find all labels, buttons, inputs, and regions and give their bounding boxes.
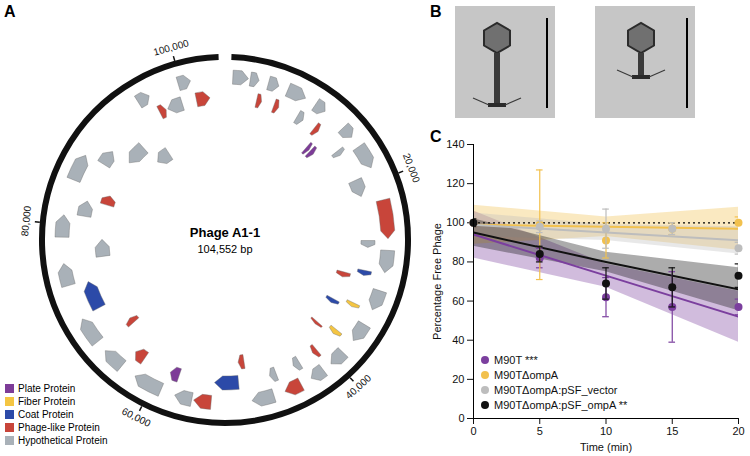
svg-text:20,000: 20,000 (401, 152, 422, 185)
svg-text:104,552 bp: 104,552 bp (197, 243, 252, 255)
svg-text:0: 0 (470, 425, 476, 437)
svg-text:Percentage Free Phage: Percentage Free Phage (431, 223, 443, 340)
svg-text:40,000: 40,000 (343, 372, 373, 401)
svg-text:100: 100 (446, 216, 464, 228)
svg-text:60: 60 (452, 295, 464, 307)
svg-text:Plate Protein: Plate Protein (18, 383, 75, 394)
svg-text:C: C (430, 128, 442, 145)
html-text:M90TΔompA:pSF_vector: M90TΔompA:pSF_vector (494, 383, 618, 396)
svg-text:Coat Protein: Coat Protein (18, 409, 74, 420)
html-text:M90TΔompA: M90TΔompA (494, 368, 559, 381)
html-text:M90T ***: M90T *** (494, 353, 538, 366)
svg-text:20: 20 (452, 373, 464, 385)
svg-text:80: 80 (452, 255, 464, 267)
html-text:M90TΔompA:pSF_ompA **: M90TΔompA:pSF_ompA ** (494, 398, 628, 411)
svg-text:100,000: 100,000 (152, 37, 190, 57)
svg-text:15: 15 (666, 425, 678, 437)
svg-text:5: 5 (537, 425, 543, 437)
svg-text:Hypothetical Protein: Hypothetical Protein (18, 435, 108, 446)
svg-text:20: 20 (732, 425, 744, 437)
svg-text:10: 10 (600, 425, 612, 437)
svg-text:B: B (430, 3, 442, 20)
svg-text:Time (min): Time (min) (580, 441, 632, 453)
svg-text:120: 120 (446, 177, 464, 189)
svg-text:0: 0 (458, 412, 464, 424)
svg-text:40: 40 (452, 334, 464, 346)
svg-text:Phage A1-1: Phage A1-1 (190, 225, 260, 240)
svg-text:A: A (4, 3, 16, 20)
svg-text:140: 140 (446, 138, 464, 150)
svg-text:Fiber Protein: Fiber Protein (18, 396, 75, 407)
svg-text:80,000: 80,000 (19, 205, 33, 237)
svg-text:Phage-like Protein: Phage-like Protein (18, 422, 100, 433)
svg-text:60,000: 60,000 (120, 405, 153, 429)
